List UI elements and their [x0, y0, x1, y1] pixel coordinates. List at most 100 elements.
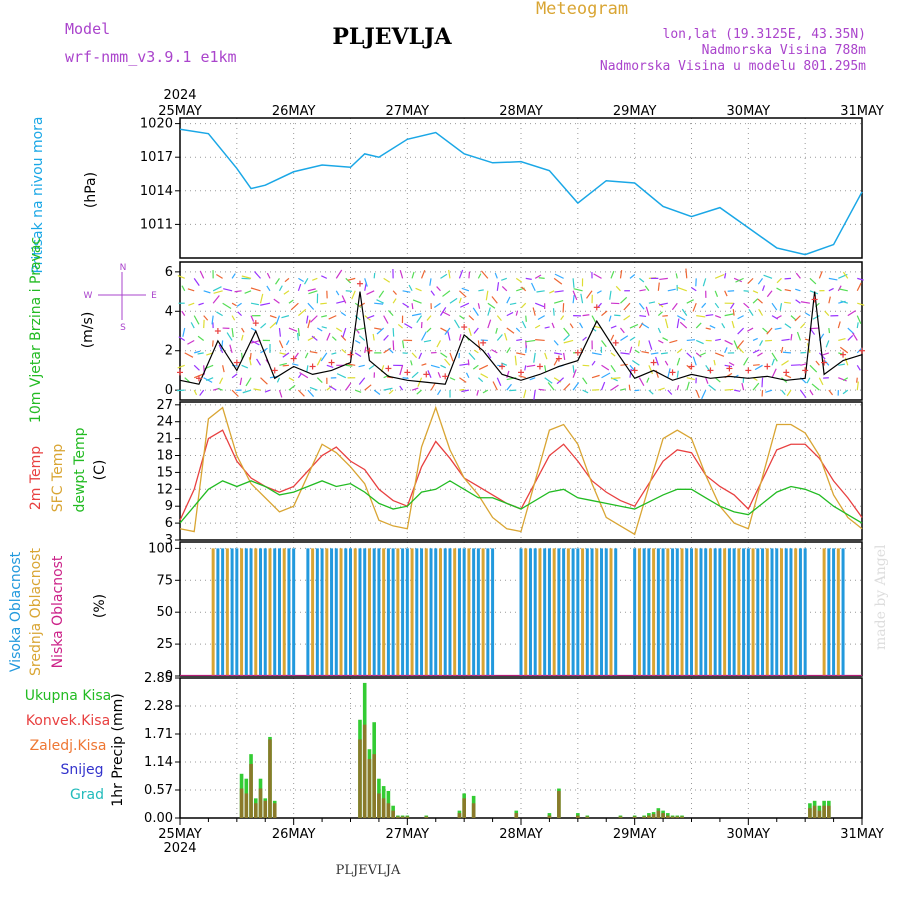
wind-arrow [193, 389, 198, 396]
wind-arrow [796, 331, 801, 341]
wind-arrow [811, 383, 820, 391]
wind-arrow [418, 352, 423, 360]
wind-arrow [411, 387, 419, 391]
wind-arrow [177, 364, 185, 369]
wind-arrow [197, 352, 204, 355]
wind-arrow [591, 352, 602, 356]
cloud-bar [775, 548, 779, 676]
wind-arrow [659, 302, 668, 306]
wind-arrow [757, 298, 763, 304]
wind-arrow [182, 327, 186, 337]
wind-arrow [449, 297, 458, 304]
legend-freezing: Zaledj.Kisa [30, 738, 107, 754]
wind-arrow [345, 364, 353, 367]
cloud-bar [765, 548, 769, 676]
wind-arrow [288, 327, 298, 332]
wind-arrow [600, 381, 606, 391]
wind-arrow [297, 327, 301, 337]
wind-arrow [373, 389, 381, 396]
precip-unit: 1hr Precip (mm) [110, 693, 126, 806]
wind-arrow [181, 310, 186, 316]
wind-arrow [547, 382, 555, 391]
wind-arrow [260, 322, 267, 329]
wind-arrow [530, 282, 536, 292]
wind-arrow [526, 364, 536, 368]
wind-arrow [532, 307, 536, 316]
wind-arrow [506, 311, 514, 317]
wind-arrow [410, 360, 413, 366]
wind-arrow [260, 302, 271, 306]
wind-arrow [259, 293, 264, 304]
wind-arrow [525, 277, 532, 280]
wind-arrow [556, 377, 565, 385]
wind-arrow [544, 365, 547, 373]
wind-arrow [525, 339, 536, 343]
wind-arrow [610, 352, 616, 357]
wind-arrow [408, 284, 413, 292]
wind-arrow [311, 335, 318, 341]
wind-arrow [374, 327, 382, 330]
wind-arrow [292, 363, 299, 366]
wind-arrow [724, 339, 733, 345]
precip-conv-bar [396, 816, 400, 818]
precip-conv-bar [358, 739, 362, 818]
cloud-bar [581, 548, 585, 676]
wind-arrow [364, 278, 368, 287]
wind-arrow [828, 296, 831, 304]
wind-arrow [440, 273, 448, 279]
wind-arrow [650, 352, 659, 355]
wind-arrow [383, 334, 389, 341]
wind-arrow [307, 319, 311, 329]
wind-arrow [732, 309, 735, 316]
wind-arrow [824, 310, 830, 317]
precip-conv-bar [377, 793, 381, 818]
wind-arrow [383, 315, 389, 324]
wind-arrow [276, 377, 281, 383]
cloud-ytick-label: 75 [156, 573, 173, 588]
wind-arrow [487, 319, 492, 329]
wind-arrow [809, 364, 818, 373]
wind-arrow [686, 381, 690, 391]
wind-arrow [482, 389, 489, 394]
wind-arrow [620, 296, 628, 304]
wind-arrow [828, 389, 834, 396]
wind-arrow [610, 334, 615, 341]
precip-ytick-label: 1.14 [144, 755, 173, 770]
station-title: PLJEVLJA [332, 24, 452, 50]
wind-arrow [741, 383, 745, 391]
wind-arrow [552, 308, 555, 316]
wind-arrow [610, 384, 619, 391]
cloud-bar [784, 548, 788, 676]
wind-arrow [629, 336, 636, 341]
wind-arrow [442, 290, 451, 297]
wind-unit: (m/s) [80, 312, 96, 349]
pressure-ytick-label: 1014 [140, 184, 173, 199]
wind-arrow [411, 352, 418, 359]
cloud-bar [277, 548, 281, 676]
precip-conv-bar [808, 808, 812, 818]
cloud-bar [339, 548, 343, 676]
cloud-bar [732, 548, 736, 676]
x-tick-label-bottom: 31MAY [840, 827, 884, 842]
wind-arrow [761, 285, 766, 291]
wind-arrow [563, 334, 570, 341]
wind-arrow [193, 278, 200, 286]
legend-hail: Grad [70, 787, 104, 803]
wind-arrow [705, 327, 711, 330]
wind-arrow [399, 385, 404, 391]
cloud-bar [841, 548, 845, 676]
precip-conv-bar [817, 810, 822, 818]
wind-arrow [667, 288, 676, 292]
wind-arrow [278, 285, 283, 292]
cloud-bar [528, 548, 532, 676]
cloud-bar [803, 548, 807, 676]
wind-arrow [487, 307, 491, 316]
wind-arrow [838, 337, 846, 342]
wind-arrow [217, 387, 223, 391]
wind-arrow [294, 352, 299, 359]
wind-arrow [269, 315, 277, 319]
wind-arrow [244, 290, 252, 294]
wind-arrow [752, 298, 759, 304]
wind-arrow [620, 388, 626, 391]
sfc-label: SFC Temp [50, 444, 66, 513]
